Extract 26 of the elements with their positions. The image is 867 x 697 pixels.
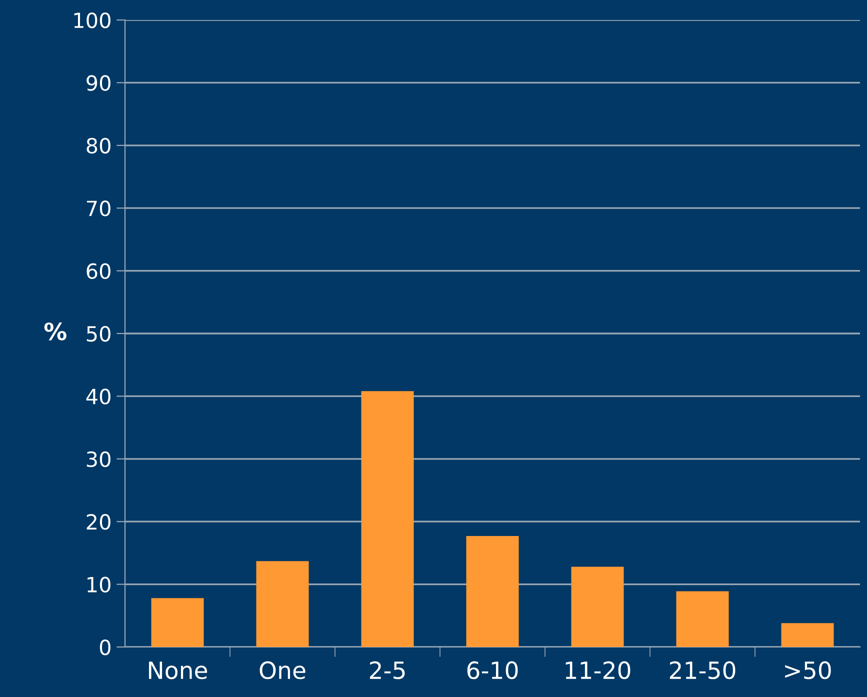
bar (466, 536, 519, 647)
x-tick-label: 21-50 (670, 661, 736, 680)
y-tick-label: 80 (86, 138, 110, 154)
y-axis-title: % (44, 322, 66, 340)
bar (676, 591, 729, 647)
y-tick-label: 10 (88, 576, 110, 593)
y-tick-label: 50 (86, 326, 110, 342)
y-tick-label: 30 (86, 451, 110, 468)
y-tick-label: 40 (86, 388, 110, 404)
x-tick-label: 2-5 (370, 661, 405, 680)
y-tick-label: 90 (86, 75, 110, 91)
bar (781, 623, 834, 647)
bar (571, 566, 624, 647)
y-tick-label: 20 (86, 514, 110, 530)
x-tick-label: 11-20 (566, 661, 630, 680)
y-tick-label: 70 (87, 200, 110, 216)
bar (361, 391, 414, 647)
y-tick-label: 60 (86, 263, 110, 280)
x-tick-label: 6-10 (467, 661, 518, 680)
bar (151, 598, 204, 647)
x-tick-label: >50 (785, 661, 831, 680)
x-tick-label: None (149, 662, 208, 680)
y-tick-label: 100 (74, 12, 110, 28)
bar (256, 561, 309, 647)
x-tick-label: One (260, 661, 306, 680)
y-tick-label: 0 (100, 639, 110, 656)
